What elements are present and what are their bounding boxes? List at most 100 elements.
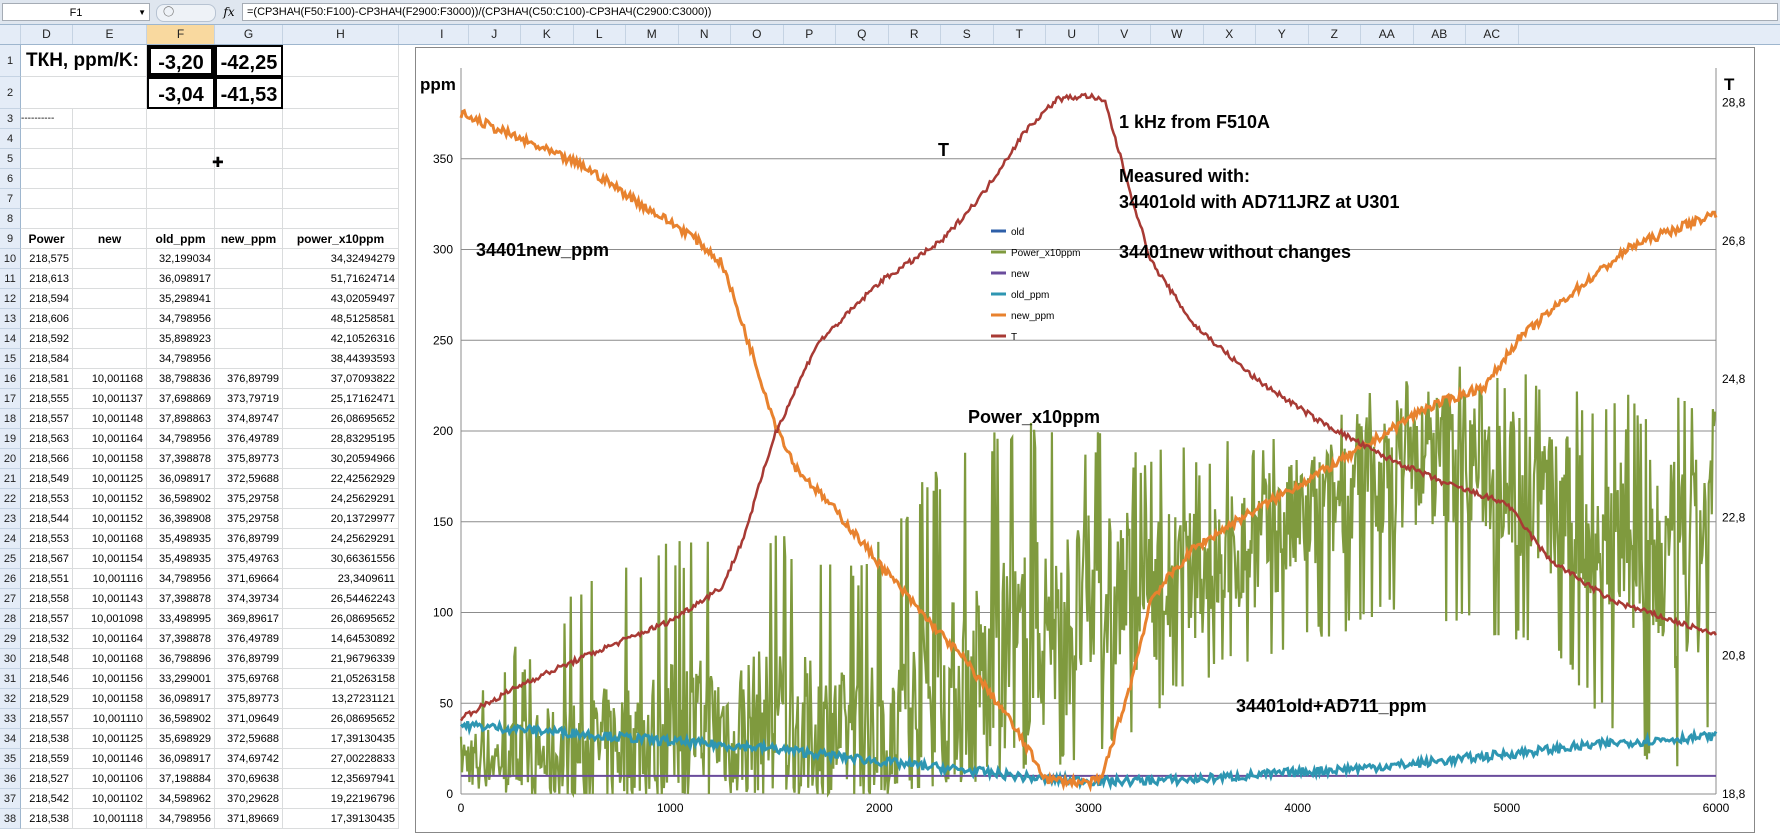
cell-H36[interactable]: 12,35697941 <box>283 769 399 789</box>
cell-E30[interactable]: 10,001168 <box>73 649 147 669</box>
row-header-35[interactable]: 35 <box>0 749 21 769</box>
cell-E23[interactable]: 10,001152 <box>73 509 147 529</box>
cell-G5[interactable] <box>215 149 283 169</box>
cell-H29[interactable]: 14,64530892 <box>283 629 399 649</box>
cell-D19[interactable]: 218,563 <box>21 429 73 449</box>
cell-H13[interactable]: 48,51258581 <box>283 309 399 329</box>
cell-G11[interactable] <box>215 269 283 289</box>
cell-D32[interactable]: 218,529 <box>21 689 73 709</box>
cell-E5[interactable] <box>73 149 147 169</box>
column-header-Z[interactable]: Z <box>1309 25 1361 44</box>
cell-G36[interactable]: 370,69638 <box>215 769 283 789</box>
cell-D35[interactable]: 218,559 <box>21 749 73 769</box>
cell-E37[interactable]: 10,001102 <box>73 789 147 809</box>
cell-F25[interactable]: 35,498935 <box>147 549 215 569</box>
cell-E21[interactable]: 10,001125 <box>73 469 147 489</box>
cell-D4[interactable] <box>21 129 73 149</box>
cell-F18[interactable]: 37,898863 <box>147 409 215 429</box>
cell-H15[interactable]: 38,44393593 <box>283 349 399 369</box>
cell-E18[interactable]: 10,001148 <box>73 409 147 429</box>
cell-D6[interactable] <box>21 169 73 189</box>
cell-H2[interactable] <box>283 77 399 109</box>
cell-H10[interactable]: 34,32494279 <box>283 249 399 269</box>
cell-H7[interactable] <box>283 189 399 209</box>
cell-G12[interactable] <box>215 289 283 309</box>
row-header-26[interactable]: 26 <box>0 569 21 589</box>
cell-E15[interactable] <box>73 349 147 369</box>
cell-G8[interactable] <box>215 209 283 229</box>
row-header-4[interactable]: 4 <box>0 129 21 149</box>
cell-G29[interactable]: 376,49789 <box>215 629 283 649</box>
cell-F10[interactable]: 32,199034 <box>147 249 215 269</box>
select-all-corner[interactable] <box>0 25 21 44</box>
cell-F11[interactable]: 36,098917 <box>147 269 215 289</box>
column-header-W[interactable]: W <box>1151 25 1204 44</box>
column-header-I[interactable]: I <box>416 25 469 44</box>
row-header-31[interactable]: 31 <box>0 669 21 689</box>
cell-E13[interactable] <box>73 309 147 329</box>
cell-F12[interactable]: 35,298941 <box>147 289 215 309</box>
cell-D37[interactable]: 218,542 <box>21 789 73 809</box>
row-header-12[interactable]: 12 <box>0 289 21 309</box>
line-chart[interactable]: 0 50 100 150 200 250 300 350 18,8 20,8 22,8 24,8 26,… <box>415 47 1755 833</box>
cell-E24[interactable]: 10,001168 <box>73 529 147 549</box>
cell-E17[interactable]: 10,001137 <box>73 389 147 409</box>
cell-G30[interactable]: 376,89799 <box>215 649 283 669</box>
cell-G10[interactable] <box>215 249 283 269</box>
cell-G23[interactable]: 375,29758 <box>215 509 283 529</box>
cell-D12[interactable]: 218,594 <box>21 289 73 309</box>
column-header-N[interactable]: N <box>679 25 731 44</box>
cell-D18[interactable]: 218,557 <box>21 409 73 429</box>
cell-G17[interactable]: 373,79719 <box>215 389 283 409</box>
row-header-14[interactable]: 14 <box>0 329 21 349</box>
cell-D11[interactable]: 218,613 <box>21 269 73 289</box>
cell-F3[interactable] <box>147 109 215 129</box>
cell-F2[interactable]: -3,04 <box>147 77 215 109</box>
column-header-V[interactable]: V <box>1099 25 1151 44</box>
cell-H1[interactable] <box>283 45 399 77</box>
cell-D9[interactable]: Power <box>21 229 73 249</box>
cell-E19[interactable]: 10,001164 <box>73 429 147 449</box>
cell-H4[interactable] <box>283 129 399 149</box>
cell-E38[interactable]: 10,001118 <box>73 809 147 829</box>
row-header-33[interactable]: 33 <box>0 709 21 729</box>
cell-H26[interactable]: 23,3409611 <box>283 569 399 589</box>
cell-H23[interactable]: 20,13729977 <box>283 509 399 529</box>
cell-F30[interactable]: 36,798896 <box>147 649 215 669</box>
cell-D34[interactable]: 218,538 <box>21 729 73 749</box>
cell-H24[interactable]: 24,25629291 <box>283 529 399 549</box>
cell-F20[interactable]: 37,398878 <box>147 449 215 469</box>
row-header-6[interactable]: 6 <box>0 169 21 189</box>
cell-F15[interactable]: 34,798956 <box>147 349 215 369</box>
cell-E36[interactable]: 10,001106 <box>73 769 147 789</box>
cell-H6[interactable] <box>283 169 399 189</box>
row-header-3[interactable]: 3 <box>0 109 21 129</box>
column-header-D[interactable]: D <box>21 25 73 44</box>
cell-H25[interactable]: 30,66361556 <box>283 549 399 569</box>
cell-E33[interactable]: 10,001110 <box>73 709 147 729</box>
row-header-10[interactable]: 10 <box>0 249 21 269</box>
cell-E12[interactable] <box>73 289 147 309</box>
cell-F23[interactable]: 36,398908 <box>147 509 215 529</box>
row-header-30[interactable]: 30 <box>0 649 21 669</box>
column-header-J[interactable]: J <box>469 25 521 44</box>
cell-D30[interactable]: 218,548 <box>21 649 73 669</box>
cell-D3[interactable]: ---------- <box>21 109 73 129</box>
cell-D14[interactable]: 218,592 <box>21 329 73 349</box>
column-header-P[interactable]: P <box>784 25 836 44</box>
cell-F31[interactable]: 33,299001 <box>147 669 215 689</box>
chevron-down-icon[interactable]: ▼ <box>138 8 146 17</box>
row-header-16[interactable]: 16 <box>0 369 21 389</box>
insert-function-button[interactable]: fx <box>223 5 235 19</box>
cell-G1[interactable]: -42,25 <box>215 45 283 77</box>
cell-G22[interactable]: 375,29758 <box>215 489 283 509</box>
cell-G4[interactable] <box>215 129 283 149</box>
cell-D38[interactable]: 218,538 <box>21 809 73 829</box>
cell-G14[interactable] <box>215 329 283 349</box>
row-header-18[interactable]: 18 <box>0 409 21 429</box>
cell-H27[interactable]: 26,54462243 <box>283 589 399 609</box>
row-header-13[interactable]: 13 <box>0 309 21 329</box>
cell-E14[interactable] <box>73 329 147 349</box>
column-header-AA[interactable]: AA <box>1361 25 1414 44</box>
cell-H28[interactable]: 26,08695652 <box>283 609 399 629</box>
